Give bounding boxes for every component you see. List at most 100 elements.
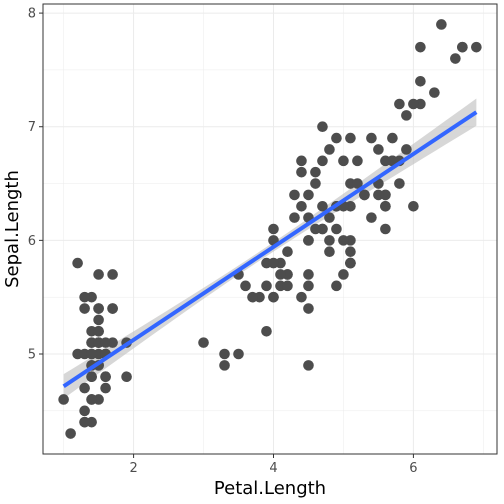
data-point (296, 200, 307, 212)
data-point (380, 200, 391, 212)
data-point (429, 87, 440, 98)
data-point (58, 394, 69, 405)
data-point (366, 132, 377, 144)
data-point (436, 19, 447, 30)
data-point (72, 257, 83, 269)
data-point (198, 337, 209, 348)
data-point (394, 178, 405, 189)
data-point (415, 41, 426, 53)
data-point (303, 280, 314, 292)
data-point (352, 178, 363, 189)
data-point (450, 53, 461, 64)
regression-line (62, 110, 478, 388)
data-point (65, 428, 76, 439)
x-tick-label: 4 (269, 461, 277, 476)
data-point (79, 405, 90, 417)
y-tick-label: 5 (28, 348, 36, 363)
data-point (289, 212, 300, 223)
data-point (268, 223, 279, 235)
data-point (310, 166, 321, 178)
y-axis-ticks: 5 6 7 8 (28, 7, 43, 363)
plot-border (42, 3, 498, 455)
data-point (331, 132, 342, 144)
data-point (324, 212, 335, 223)
data-point (93, 314, 104, 326)
data-point (282, 246, 293, 258)
data-point (93, 325, 104, 337)
data-point (233, 348, 244, 360)
data-point (317, 155, 328, 167)
data-point (107, 269, 118, 280)
x-axis-title: Petal.Length (214, 478, 326, 499)
data-point (310, 178, 321, 189)
x-tick-label: 2 (129, 461, 137, 476)
data-point (296, 155, 307, 167)
data-point (100, 337, 111, 348)
data-point (345, 257, 356, 269)
data-point (303, 360, 314, 371)
data-point (394, 98, 405, 110)
data-point (303, 189, 314, 201)
data-point (373, 144, 384, 155)
data-point (415, 75, 426, 87)
data-point (100, 382, 111, 394)
data-point (310, 223, 321, 235)
data-point (303, 235, 314, 246)
data-point (240, 280, 251, 292)
data-point (100, 371, 111, 383)
data-point (93, 269, 104, 280)
x-axis-ticks: 2 4 6 (129, 454, 418, 476)
data-point (387, 155, 398, 167)
data-point (324, 235, 335, 246)
data-point (324, 246, 335, 258)
data-point (93, 303, 104, 314)
data-point (457, 41, 468, 53)
data-point (408, 98, 419, 110)
data-point (282, 280, 293, 292)
data-point (275, 269, 286, 280)
y-tick-label: 6 (28, 234, 36, 249)
data-point (219, 360, 230, 371)
data-point (79, 303, 90, 314)
data-point (359, 189, 370, 201)
data-point (247, 291, 258, 303)
data-point (79, 416, 90, 428)
data-point (303, 303, 314, 314)
data-point (261, 325, 272, 337)
y-axis-title: Sepal.Length (2, 170, 23, 288)
data-point (331, 223, 342, 235)
data-point (296, 291, 307, 303)
data-point (401, 144, 412, 155)
data-point (373, 189, 384, 201)
data-point (261, 280, 272, 292)
data-point (338, 269, 349, 280)
data-point (338, 155, 349, 167)
data-point (79, 382, 90, 394)
data-point (345, 132, 356, 144)
data-point (324, 144, 335, 155)
data-point (366, 212, 377, 223)
y-tick-label: 8 (28, 7, 36, 22)
y-tick-label: 7 (28, 120, 36, 135)
data-point (401, 110, 412, 121)
data-point (121, 371, 132, 383)
data-point (79, 291, 90, 303)
data-point (331, 280, 342, 292)
data-point (380, 223, 391, 235)
data-point (268, 257, 279, 269)
data-point (345, 246, 356, 258)
data-point (219, 348, 230, 360)
data-point (352, 155, 363, 167)
data-point (296, 166, 307, 178)
data-points (58, 19, 482, 439)
data-point (471, 41, 482, 53)
data-point (408, 200, 419, 212)
data-point (317, 121, 328, 133)
data-point (86, 371, 97, 383)
data-point (338, 235, 349, 246)
data-point (107, 303, 118, 314)
data-point (268, 291, 279, 303)
x-tick-label: 6 (409, 461, 417, 476)
data-point (86, 394, 97, 405)
data-point (86, 348, 97, 360)
